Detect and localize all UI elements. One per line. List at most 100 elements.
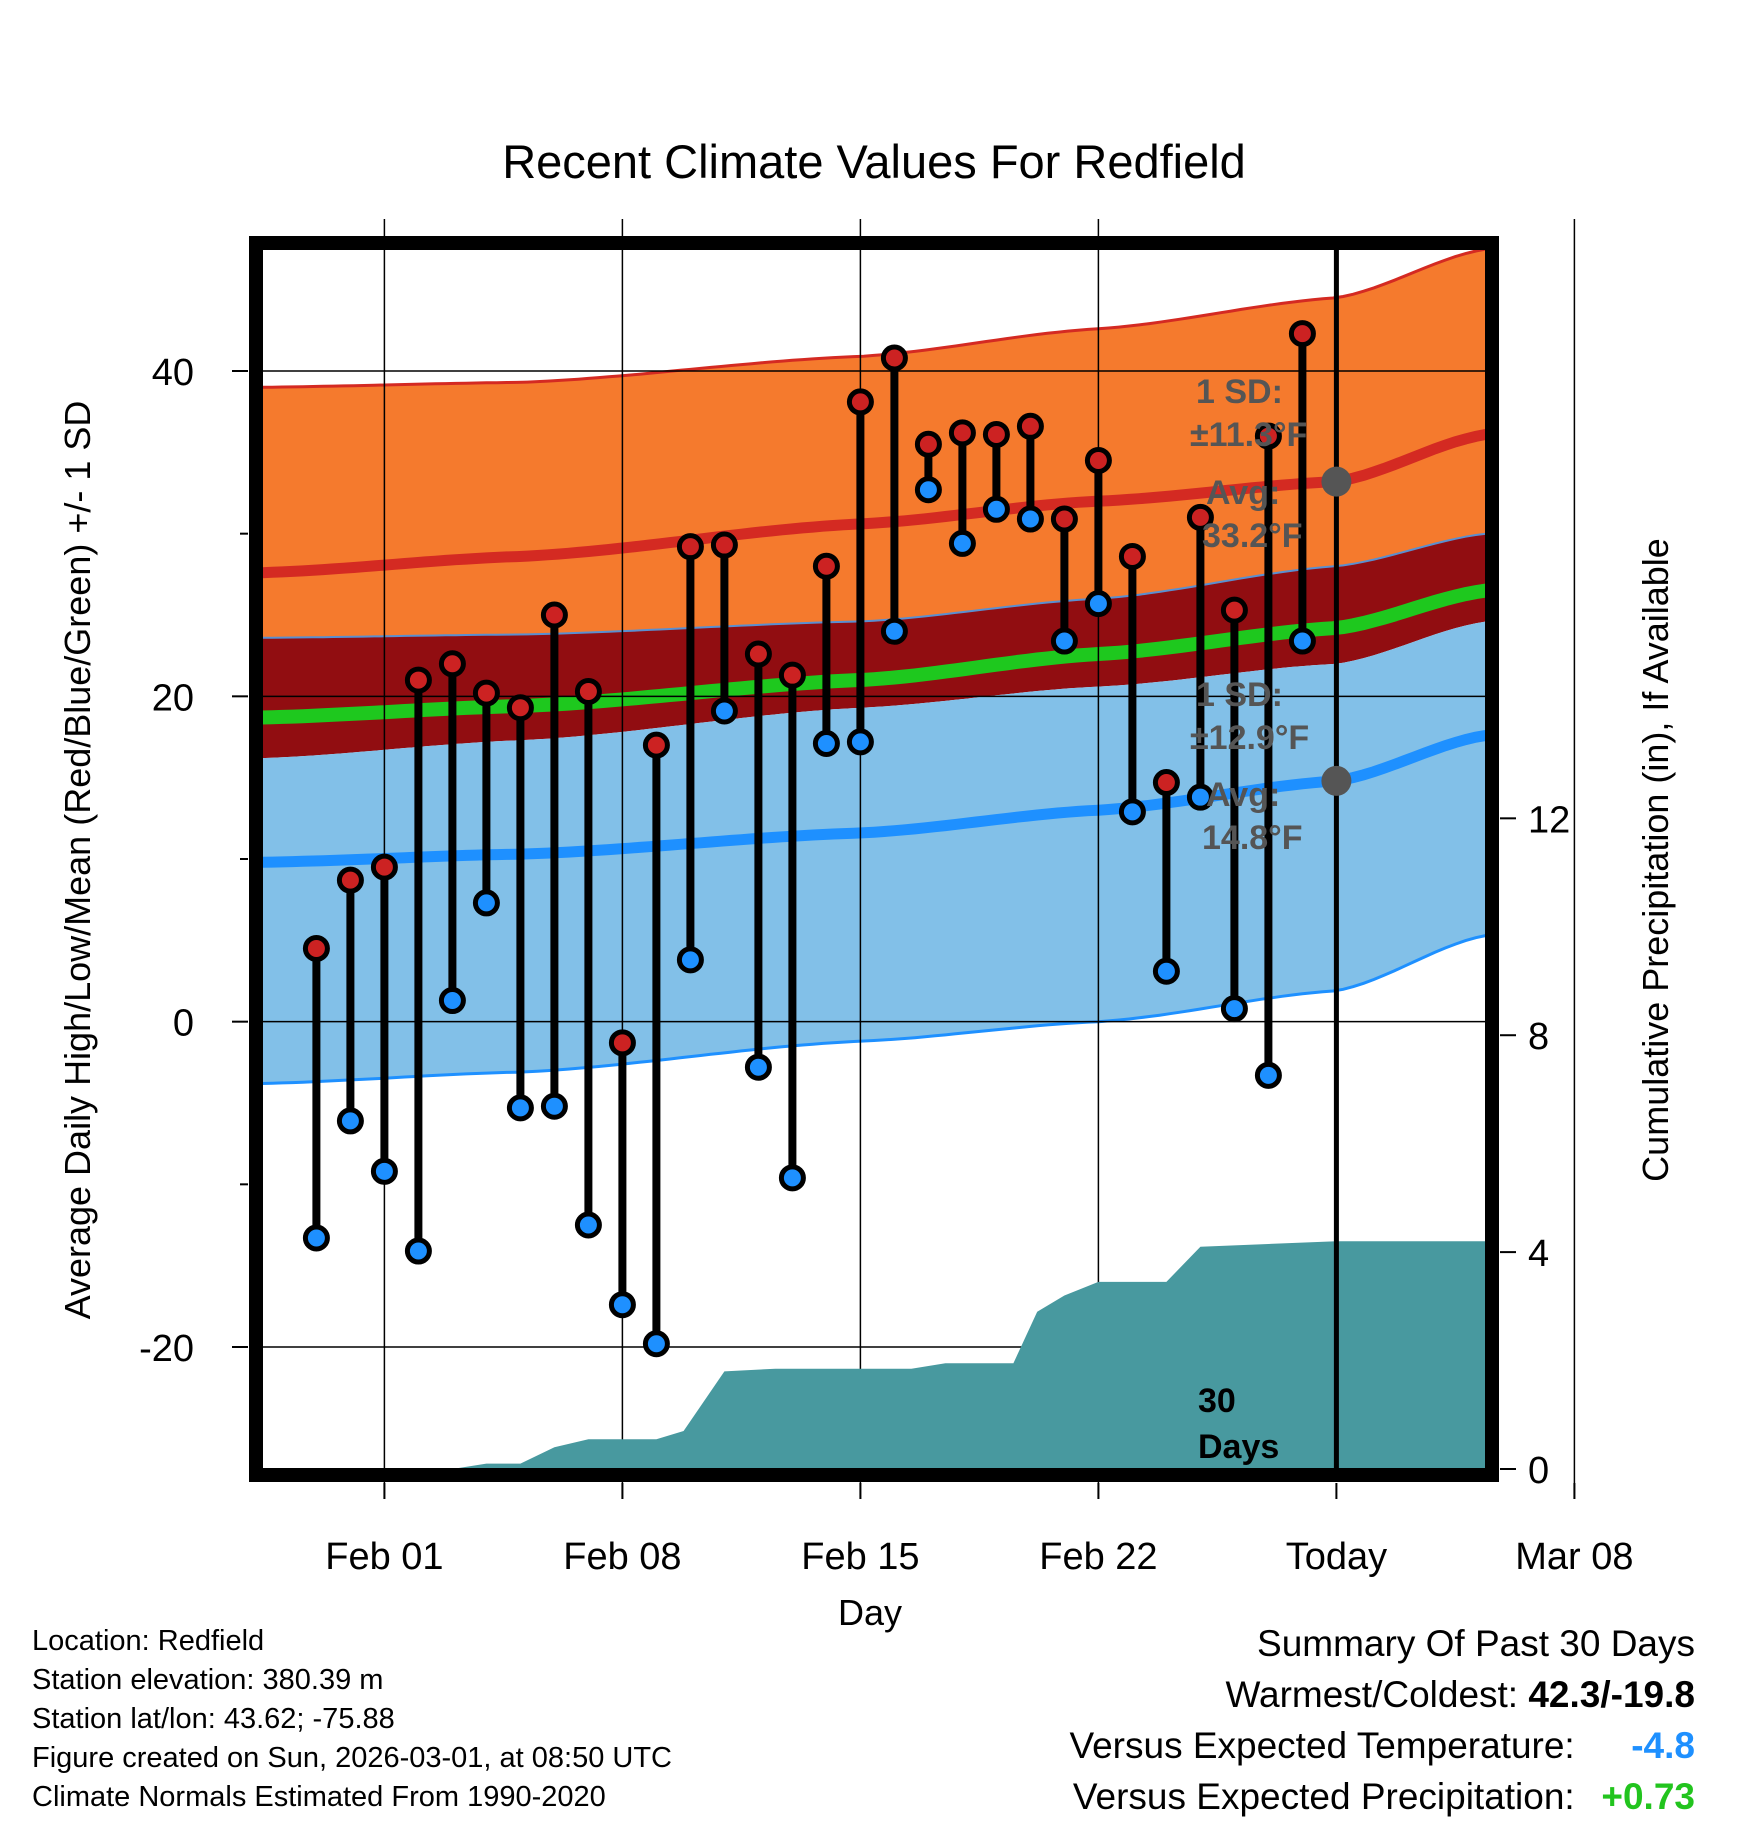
y-axis-label-left: Average Daily High/Low/Mean (Red/Blue/Gr… [57, 401, 98, 1320]
low-point [1118, 798, 1146, 826]
warm-cold-row: Warmest/Coldest: 42.3/-19.8 [1069, 1669, 1695, 1720]
low-point [1186, 783, 1214, 811]
high-point [846, 388, 874, 416]
created-text: Figure created on Sun, 2026-03-01, at 08… [32, 1742, 672, 1774]
high-lower-line [261, 532, 1487, 639]
low-avg-label: Avg: [1206, 776, 1280, 814]
precip-label: Versus Expected Precipitation: [1072, 1776, 1575, 1817]
today-line [1321, 249, 1352, 1469]
low-point [948, 529, 976, 557]
y-right-tick-label: 0 [1528, 1450, 1549, 1492]
chart-title: Recent Climate Values For Redfield [502, 135, 1246, 188]
y-axis-label-right: Cumulative Precipitation (in), If Availa… [1635, 538, 1676, 1182]
high-point [744, 640, 772, 668]
x-tick-label: Feb 22 [1039, 1536, 1157, 1578]
low-avg-value: 14.8°F [1202, 819, 1303, 857]
normals-text: Climate Normals Estimated From 1990-2020 [32, 1781, 606, 1813]
normal-bands [261, 247, 1488, 1085]
low-point [1254, 1061, 1282, 1089]
low-avg-marker [1321, 765, 1352, 796]
high-sd-label: 1 SD: [1196, 373, 1283, 411]
low-point [1288, 627, 1316, 655]
days-count: 30 [1198, 1382, 1236, 1420]
high-point [1220, 596, 1248, 624]
low-point [812, 730, 840, 758]
precip-row: Versus Expected Precipitation: +0.73 [1069, 1771, 1695, 1822]
x-tick-label: Feb 01 [325, 1536, 443, 1578]
high-point [914, 430, 942, 458]
low-annotation: 1 SD: ±12.9°F Avg: 14.8°F [1190, 676, 1309, 857]
high-point [982, 420, 1010, 448]
low-point [1050, 627, 1078, 655]
high-point [812, 552, 840, 580]
low-point [1152, 957, 1180, 985]
low-point [472, 889, 500, 917]
low-point [676, 946, 704, 974]
axis-ticks: -20 0 20 40 0 4 8 12 Feb 01 Feb 08 Feb 15 Feb 22 Tod… [139, 352, 1633, 1578]
low-avg-line [261, 729, 1487, 868]
frame-border [249, 236, 1499, 1482]
high-point [472, 679, 500, 707]
x-tick-label: Feb 15 [801, 1536, 919, 1578]
y-tick-label: 40 [152, 352, 194, 394]
low-point [880, 617, 908, 645]
temp-value: -4.8 [1631, 1725, 1695, 1766]
high-point [1118, 542, 1146, 570]
days-word: Days [1198, 1428, 1279, 1466]
temp-label: Versus Expected Temperature: [1069, 1725, 1575, 1766]
precip-value: +0.73 [1601, 1776, 1695, 1817]
high-avg-value: 33.2°F [1202, 517, 1303, 555]
low-point [336, 1107, 364, 1135]
summary-panel: Summary Of Past 30 Days Warmest/Coldest:… [1069, 1618, 1695, 1822]
high-avg-line [261, 429, 1488, 579]
precip-area [262, 1241, 1486, 1469]
high-point [676, 533, 704, 561]
low-point [1016, 505, 1044, 533]
low-point [642, 1330, 670, 1358]
low-sd-value: ±12.9°F [1190, 719, 1309, 757]
x-tick-label: Today [1286, 1536, 1387, 1578]
low-point [914, 476, 942, 504]
warm-cold-value: 42.3/-19.8 [1528, 1674, 1695, 1715]
high-point [608, 1029, 636, 1057]
temp-row: Versus Expected Temperature: -4.8 [1069, 1720, 1695, 1771]
station-info: Location: Redfield Station elevation: 38… [32, 1622, 672, 1817]
low-point [438, 987, 466, 1015]
low-point [744, 1053, 772, 1081]
high-point [1186, 503, 1214, 531]
y-tick-label: 20 [152, 677, 194, 719]
y-tick-label: -20 [139, 1328, 194, 1370]
high-point [642, 731, 670, 759]
high-point [1016, 412, 1044, 440]
high-point [370, 853, 398, 881]
precip-fill [262, 1241, 1486, 1469]
low-sd-label: 1 SD: [1196, 676, 1283, 714]
x-tick-label: Feb 08 [563, 1536, 681, 1578]
low-point [302, 1224, 330, 1252]
low-point [982, 495, 1010, 523]
high-annotation: 1 SD: ±11.3°F Avg: 33.2°F [1190, 373, 1307, 555]
low-point [710, 697, 738, 725]
high-upper-line [261, 247, 1487, 389]
low-point [506, 1094, 534, 1122]
elevation-text: Station elevation: 380.39 m [32, 1664, 384, 1696]
low-point [1220, 995, 1248, 1023]
mean-avg-line [261, 583, 1488, 725]
x-tick-label: Mar 08 [1515, 1536, 1633, 1578]
days-annotation: 30 Days [1198, 1382, 1279, 1466]
high-point [1152, 769, 1180, 797]
high-point [880, 344, 908, 372]
high-point [1084, 446, 1112, 474]
high-point [540, 601, 568, 629]
summary-title: Summary Of Past 30 Days [1257, 1623, 1695, 1664]
low-point [1084, 590, 1112, 618]
high-point [1288, 320, 1316, 348]
high-sd-value: ±11.3°F [1190, 416, 1307, 454]
high-avg-marker [1321, 466, 1352, 497]
low-point [370, 1157, 398, 1185]
low-point [608, 1291, 636, 1319]
low-point [540, 1092, 568, 1120]
high-avg-label: Avg: [1206, 474, 1280, 512]
high-point [302, 934, 330, 962]
